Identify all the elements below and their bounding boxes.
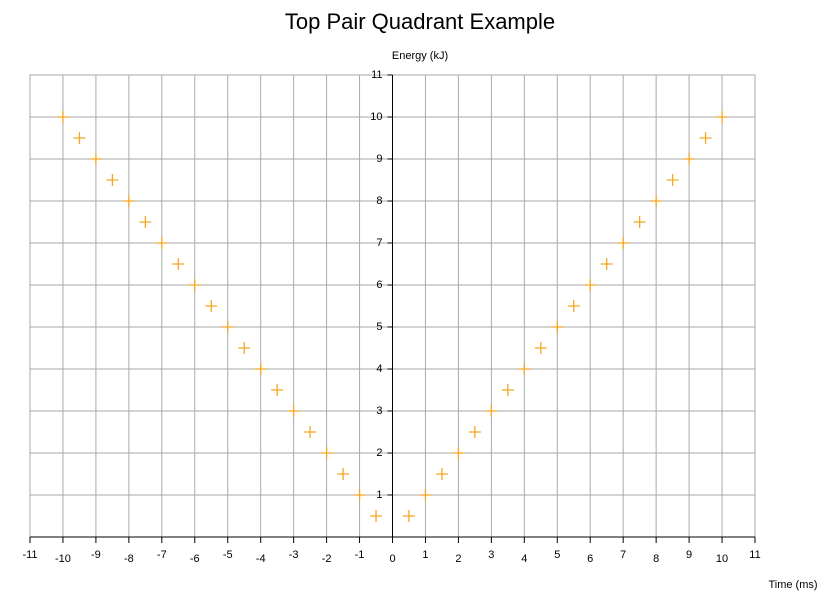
- point: [73, 132, 86, 144]
- point: [468, 426, 481, 438]
- point: [716, 111, 729, 123]
- y-tick-label: 7: [376, 237, 382, 249]
- point: [567, 300, 580, 312]
- x-tick-label: -3: [289, 549, 299, 561]
- point: [501, 384, 514, 396]
- point: [221, 321, 234, 333]
- point: [238, 342, 251, 354]
- x-tick-label: -6: [190, 553, 200, 565]
- point: [271, 384, 284, 396]
- point: [122, 195, 135, 207]
- x-tick-label: 11: [749, 549, 760, 561]
- y-tick-label: 4: [376, 363, 382, 375]
- chart-title: Top Pair Quadrant Example: [285, 9, 555, 34]
- point: [435, 468, 448, 480]
- point: [485, 405, 498, 417]
- point: [534, 342, 547, 354]
- point: [304, 426, 317, 438]
- y-tick-label: 3: [376, 405, 382, 417]
- point: [337, 468, 350, 480]
- y-tick-label: 8: [376, 195, 382, 207]
- point: [600, 258, 613, 270]
- point: [699, 132, 712, 144]
- point: [172, 258, 185, 270]
- y-tick-label: 1: [376, 489, 382, 501]
- point: [254, 363, 267, 375]
- x-tick-label: -7: [157, 549, 167, 561]
- y-tick-label: 9: [376, 153, 382, 165]
- y-tick-label: 6: [376, 279, 382, 291]
- y-axis-label: Energy (kJ): [392, 50, 448, 62]
- point: [584, 279, 597, 291]
- x-tick-label: 4: [521, 553, 527, 565]
- y-tick-label: 10: [370, 111, 382, 123]
- x-tick-label: 10: [716, 553, 728, 565]
- y-tick-label: 5: [376, 321, 382, 333]
- x-tick-label: 8: [653, 553, 659, 565]
- x-tick-label: 7: [620, 549, 626, 561]
- x-tick-label: 2: [455, 553, 461, 565]
- point: [320, 447, 333, 459]
- point: [56, 111, 69, 123]
- x-tick-label: -10: [55, 553, 71, 565]
- x-tick-label: 3: [488, 549, 494, 561]
- point: [633, 216, 646, 228]
- point: [139, 216, 152, 228]
- x-tick-label: -4: [256, 553, 266, 565]
- point: [683, 153, 696, 165]
- x-tick-label: -11: [22, 549, 37, 561]
- x-axis-label: Time (ms): [768, 579, 817, 591]
- point: [155, 237, 168, 249]
- point: [650, 195, 663, 207]
- point: [353, 489, 366, 501]
- point: [452, 447, 465, 459]
- x-tick-label: 5: [554, 549, 560, 561]
- y-tick-label: 11: [371, 69, 382, 81]
- x-tick-label: 0: [389, 553, 395, 565]
- point: [402, 510, 415, 522]
- point: [205, 300, 218, 312]
- point: [419, 489, 432, 501]
- x-tick-label: 1: [422, 549, 428, 561]
- point: [370, 510, 383, 522]
- point: [188, 279, 201, 291]
- x-tick-label: -9: [91, 549, 101, 561]
- x-tick-label: -8: [124, 553, 134, 565]
- point: [106, 174, 119, 186]
- point: [518, 363, 531, 375]
- x-tick-label: 9: [686, 549, 692, 561]
- point: [666, 174, 679, 186]
- x-tick-label: -1: [355, 549, 365, 561]
- point: [617, 237, 630, 249]
- x-tick-label: 6: [587, 553, 593, 565]
- point: [551, 321, 564, 333]
- x-tick-label: -5: [223, 549, 233, 561]
- y-tick-label: 2: [376, 447, 382, 459]
- point: [287, 405, 300, 417]
- point: [89, 153, 102, 165]
- x-tick-label: -2: [322, 553, 332, 565]
